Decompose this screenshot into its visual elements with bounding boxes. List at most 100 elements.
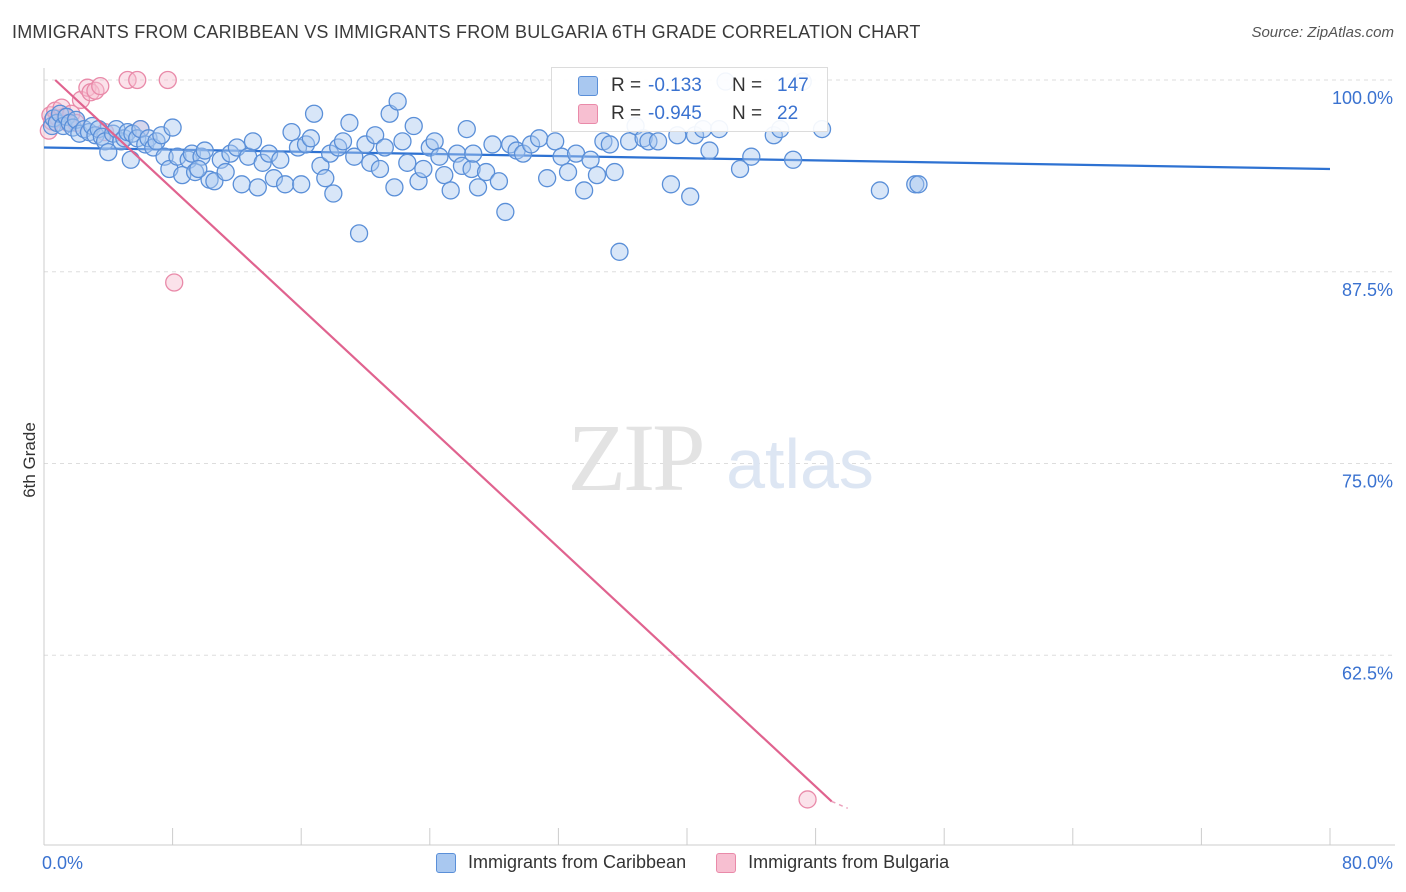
trendline-bulgaria	[54, 79, 849, 810]
point-caribbean	[248, 178, 267, 197]
stats-n-value-caribbean: 147	[777, 75, 809, 96]
point-caribbean	[700, 141, 719, 160]
point-caribbean	[581, 150, 600, 169]
point-caribbean	[605, 162, 624, 182]
point-caribbean	[253, 153, 272, 172]
watermark-zip: ZIP	[568, 404, 703, 511]
point-caribbean	[681, 187, 700, 206]
point-caribbean	[398, 153, 417, 172]
point-caribbean	[121, 150, 140, 169]
point-caribbean	[441, 181, 460, 200]
point-caribbean	[558, 162, 578, 182]
point-caribbean	[420, 138, 439, 157]
point-caribbean	[385, 178, 404, 197]
legend-swatch-bulgaria	[716, 852, 737, 873]
point-caribbean	[610, 242, 629, 261]
point-caribbean	[168, 147, 187, 166]
point-caribbean	[730, 159, 750, 179]
point-caribbean	[195, 141, 214, 160]
point-caribbean	[243, 132, 263, 151]
point-caribbean	[639, 132, 658, 151]
point-caribbean	[163, 118, 182, 137]
point-caribbean	[496, 202, 515, 222]
point-caribbean	[316, 169, 335, 188]
point-caribbean	[619, 132, 639, 151]
x-tick-label: 80.0%	[1342, 853, 1393, 873]
point-caribbean	[457, 119, 476, 139]
point-caribbean	[282, 123, 301, 142]
point-caribbean	[329, 138, 348, 157]
legend-item-caribbean[interactable]: Immigrants from Caribbean	[436, 852, 686, 873]
point-caribbean	[430, 147, 449, 166]
point-caribbean	[333, 132, 353, 151]
point-caribbean	[529, 129, 549, 148]
point-bulgaria	[128, 70, 147, 90]
point-caribbean	[587, 165, 607, 185]
point-caribbean	[216, 162, 235, 182]
legend-swatch-caribbean	[436, 852, 456, 873]
point-caribbean	[349, 224, 369, 243]
point-caribbean	[462, 159, 481, 179]
source-label: Source: ZipAtlas.com	[1251, 24, 1394, 41]
point-caribbean	[324, 184, 343, 203]
point-caribbean	[870, 181, 890, 200]
point-caribbean	[365, 126, 385, 145]
y-tick-label: 62.5%	[1342, 663, 1393, 683]
point-caribbean	[340, 113, 359, 133]
point-caribbean	[783, 150, 803, 169]
legend: Immigrants from Caribbean Immigrants fro…	[436, 852, 979, 873]
point-bulgaria	[798, 790, 817, 809]
point-caribbean	[345, 147, 364, 166]
stats-swatch-bulgaria	[578, 104, 598, 124]
point-caribbean	[546, 132, 565, 151]
point-bulgaria	[165, 273, 184, 292]
point-caribbean	[189, 159, 208, 179]
point-caribbean	[361, 153, 380, 172]
point-caribbean	[537, 169, 557, 188]
point-caribbean	[232, 175, 251, 194]
point-caribbean	[476, 162, 496, 182]
point-caribbean	[483, 135, 502, 154]
point-caribbean	[425, 132, 444, 151]
axes	[43, 68, 1395, 846]
watermark-atlas: atlas	[726, 425, 874, 503]
stats-r-value-caribbean: -0.133	[648, 75, 702, 96]
point-caribbean	[435, 165, 454, 185]
point-caribbean	[600, 135, 619, 154]
stats-r-label: R =	[611, 103, 642, 124]
point-caribbean	[296, 135, 316, 154]
stats-box: R = -0.133 N = 147 R = -0.945 N = 22	[551, 67, 828, 132]
point-caribbean	[552, 147, 571, 166]
point-caribbean	[356, 135, 375, 154]
point-bulgaria	[158, 70, 177, 90]
trendline-bulgaria-line	[54, 79, 833, 803]
point-caribbean	[909, 175, 928, 194]
point-caribbean	[301, 129, 320, 148]
legend-item-bulgaria[interactable]: Immigrants from Bulgaria	[716, 852, 949, 873]
point-caribbean	[99, 142, 118, 162]
point-caribbean	[393, 132, 412, 151]
point-caribbean	[574, 181, 594, 200]
point-caribbean	[648, 132, 668, 151]
point-caribbean	[275, 175, 295, 194]
x-tick-label: 0.0%	[42, 853, 83, 873]
stats-n-value-bulgaria: 22	[777, 103, 799, 124]
point-caribbean	[370, 159, 390, 179]
point-bulgaria	[118, 70, 137, 90]
point-caribbean	[464, 144, 483, 163]
y-axis-label: 6th Grade	[20, 422, 39, 498]
y-tick-label: 87.5%	[1342, 280, 1393, 300]
legend-label-bulgaria: Immigrants from Bulgaria	[748, 852, 950, 872]
point-caribbean	[304, 104, 324, 123]
point-caribbean	[375, 138, 394, 157]
point-caribbean	[388, 92, 407, 111]
point-caribbean	[185, 162, 205, 182]
point-caribbean	[271, 150, 290, 169]
y-tick-label: 75.0%	[1342, 472, 1393, 492]
point-bulgaria	[91, 76, 110, 96]
chart-title: IMMIGRANTS FROM CARIBBEAN VS IMMIGRANTS …	[12, 22, 921, 42]
trendline-caribbean-line	[43, 146, 1331, 171]
stats-n-label: N =	[732, 75, 763, 96]
point-caribbean	[147, 132, 166, 151]
